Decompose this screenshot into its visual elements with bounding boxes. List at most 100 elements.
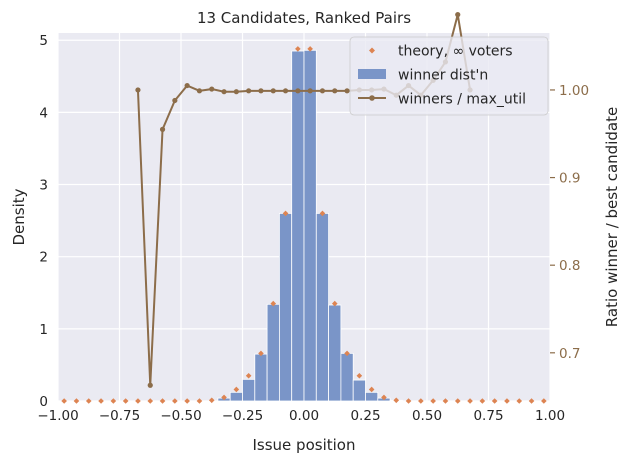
theory-marker-8 bbox=[159, 398, 166, 404]
theory-marker-18 bbox=[282, 210, 289, 217]
bar-19 bbox=[291, 50, 305, 402]
x-tick-label-7: 0.75 bbox=[473, 408, 503, 424]
theory-marker-17 bbox=[270, 300, 277, 307]
theory-marker-11 bbox=[196, 398, 203, 404]
legend-label-winner-distn: winner dist'n bbox=[398, 68, 488, 84]
y-tick-label-1: 1 bbox=[39, 322, 48, 338]
bar-16 bbox=[254, 353, 268, 402]
theory-marker-2 bbox=[85, 398, 92, 404]
bar-20 bbox=[303, 49, 317, 402]
ratio-point-0 bbox=[135, 87, 141, 93]
ratio-point-9 bbox=[246, 88, 252, 94]
chart-title: 13 Candidates, Ranked Pairs bbox=[197, 9, 411, 27]
bar-17 bbox=[266, 303, 280, 402]
theory-marker-36 bbox=[504, 398, 510, 404]
ratio-point-3 bbox=[172, 97, 178, 104]
ratio-point-7 bbox=[221, 89, 227, 95]
y-axis-label: Density bbox=[10, 188, 28, 245]
bar-21 bbox=[315, 212, 329, 402]
theory-marker-20 bbox=[307, 46, 313, 52]
y2-tick-label-1: 0.8 bbox=[559, 258, 580, 274]
x-tick-label-3: −0.25 bbox=[222, 408, 263, 424]
bar-14 bbox=[229, 391, 243, 402]
ratio-point-14 bbox=[307, 88, 313, 94]
theory-marker-37 bbox=[516, 398, 523, 404]
ratio-point-4 bbox=[184, 82, 190, 89]
y2-tick-label-0: 0.7 bbox=[559, 346, 580, 362]
theory-marker-4 bbox=[110, 398, 117, 404]
theory-marker-9 bbox=[172, 398, 178, 404]
theory-marker-15 bbox=[245, 372, 252, 379]
ratio-point-6 bbox=[209, 86, 215, 92]
theory-marker-27 bbox=[393, 397, 400, 404]
y-tick-label-3: 3 bbox=[39, 178, 48, 194]
ratio-point-15 bbox=[319, 88, 326, 94]
theory-marker-26 bbox=[381, 394, 387, 401]
ratio-point-26 bbox=[455, 12, 461, 18]
theory-marker-29 bbox=[418, 398, 424, 404]
theory-marker-23 bbox=[344, 350, 350, 357]
y-tick-labels: 0 1 2 3 4 5 bbox=[39, 33, 48, 410]
y-tick-label-4: 4 bbox=[39, 105, 48, 121]
ratio-point-17 bbox=[344, 88, 350, 94]
ratio-point-5 bbox=[196, 88, 203, 94]
ratio-point-16 bbox=[332, 88, 338, 94]
theory-marker-16 bbox=[258, 350, 264, 357]
y-tick-label-0: 0 bbox=[39, 394, 48, 410]
theory-marker-33 bbox=[467, 398, 473, 404]
theory-marker-3 bbox=[98, 398, 104, 404]
bar-25 bbox=[365, 391, 379, 402]
y2-tick-label-3: 1.00 bbox=[559, 83, 589, 99]
theory-marker-39 bbox=[541, 398, 547, 404]
theory-marker-38 bbox=[528, 398, 535, 404]
x-tick-labels: −1.00 −0.75 −0.50 −0.25 0.00 0.25 0.50 0.75 1.00 bbox=[37, 408, 565, 424]
theory-marker-7 bbox=[147, 398, 154, 404]
y2-axis-label: Ratio winner / best candidate bbox=[603, 107, 621, 327]
theory-marker-14 bbox=[233, 386, 240, 393]
ratio-point-2 bbox=[159, 126, 166, 132]
x-tick-label-4: 0.00 bbox=[289, 408, 319, 424]
theory-marker-25 bbox=[368, 386, 375, 393]
theory-marker-30 bbox=[430, 398, 436, 404]
theory-marker-22 bbox=[331, 300, 338, 307]
theory-marker-0 bbox=[61, 398, 67, 404]
theory-marker-12 bbox=[208, 397, 215, 404]
ratio-point-8 bbox=[233, 89, 239, 95]
theory-marker-13 bbox=[221, 394, 227, 401]
legend-label-ratio: winners / max_util bbox=[398, 92, 526, 108]
y-tick-label-2: 2 bbox=[39, 250, 48, 266]
x-tick-label-2: −0.50 bbox=[160, 408, 201, 424]
theory-marker-35 bbox=[491, 398, 498, 404]
ratio-point-1 bbox=[147, 382, 153, 388]
theory-marker-5 bbox=[122, 398, 129, 404]
bar-15 bbox=[242, 378, 256, 402]
legend-label-theory: theory, ∞ voters bbox=[398, 44, 513, 60]
theory-marker-28 bbox=[405, 398, 412, 404]
legend-ratio-marker bbox=[369, 95, 375, 101]
legend-theory-marker bbox=[369, 47, 375, 54]
theory-marker-6 bbox=[135, 398, 141, 404]
bar-24 bbox=[352, 379, 366, 402]
theory-marker-34 bbox=[479, 398, 486, 404]
theory-marker-19 bbox=[295, 46, 301, 52]
bar-22 bbox=[328, 304, 342, 402]
x-tick-label-0: −1.00 bbox=[37, 408, 78, 424]
x-tick-label-8: 1.00 bbox=[535, 408, 565, 424]
legend: theory, ∞ voters winner dist'n winners /… bbox=[349, 36, 549, 116]
theory-marker-32 bbox=[454, 398, 461, 404]
ratio-point-10 bbox=[258, 88, 264, 94]
theory-marker-10 bbox=[184, 398, 190, 404]
bar-18 bbox=[278, 212, 293, 402]
ratio-point-11 bbox=[270, 88, 276, 94]
y2-tick-label-2: 0.9 bbox=[559, 171, 580, 187]
theory-markers-group bbox=[61, 46, 547, 404]
theory-marker-21 bbox=[319, 210, 326, 217]
theory-marker-1 bbox=[73, 398, 80, 404]
x-tick-label-1: −0.75 bbox=[99, 408, 140, 424]
ratio-point-12 bbox=[282, 88, 289, 94]
legend-bar-patch bbox=[358, 69, 386, 79]
x-tick-label-5: 0.25 bbox=[350, 408, 380, 424]
bar-23 bbox=[340, 352, 354, 402]
theory-marker-31 bbox=[442, 398, 449, 404]
